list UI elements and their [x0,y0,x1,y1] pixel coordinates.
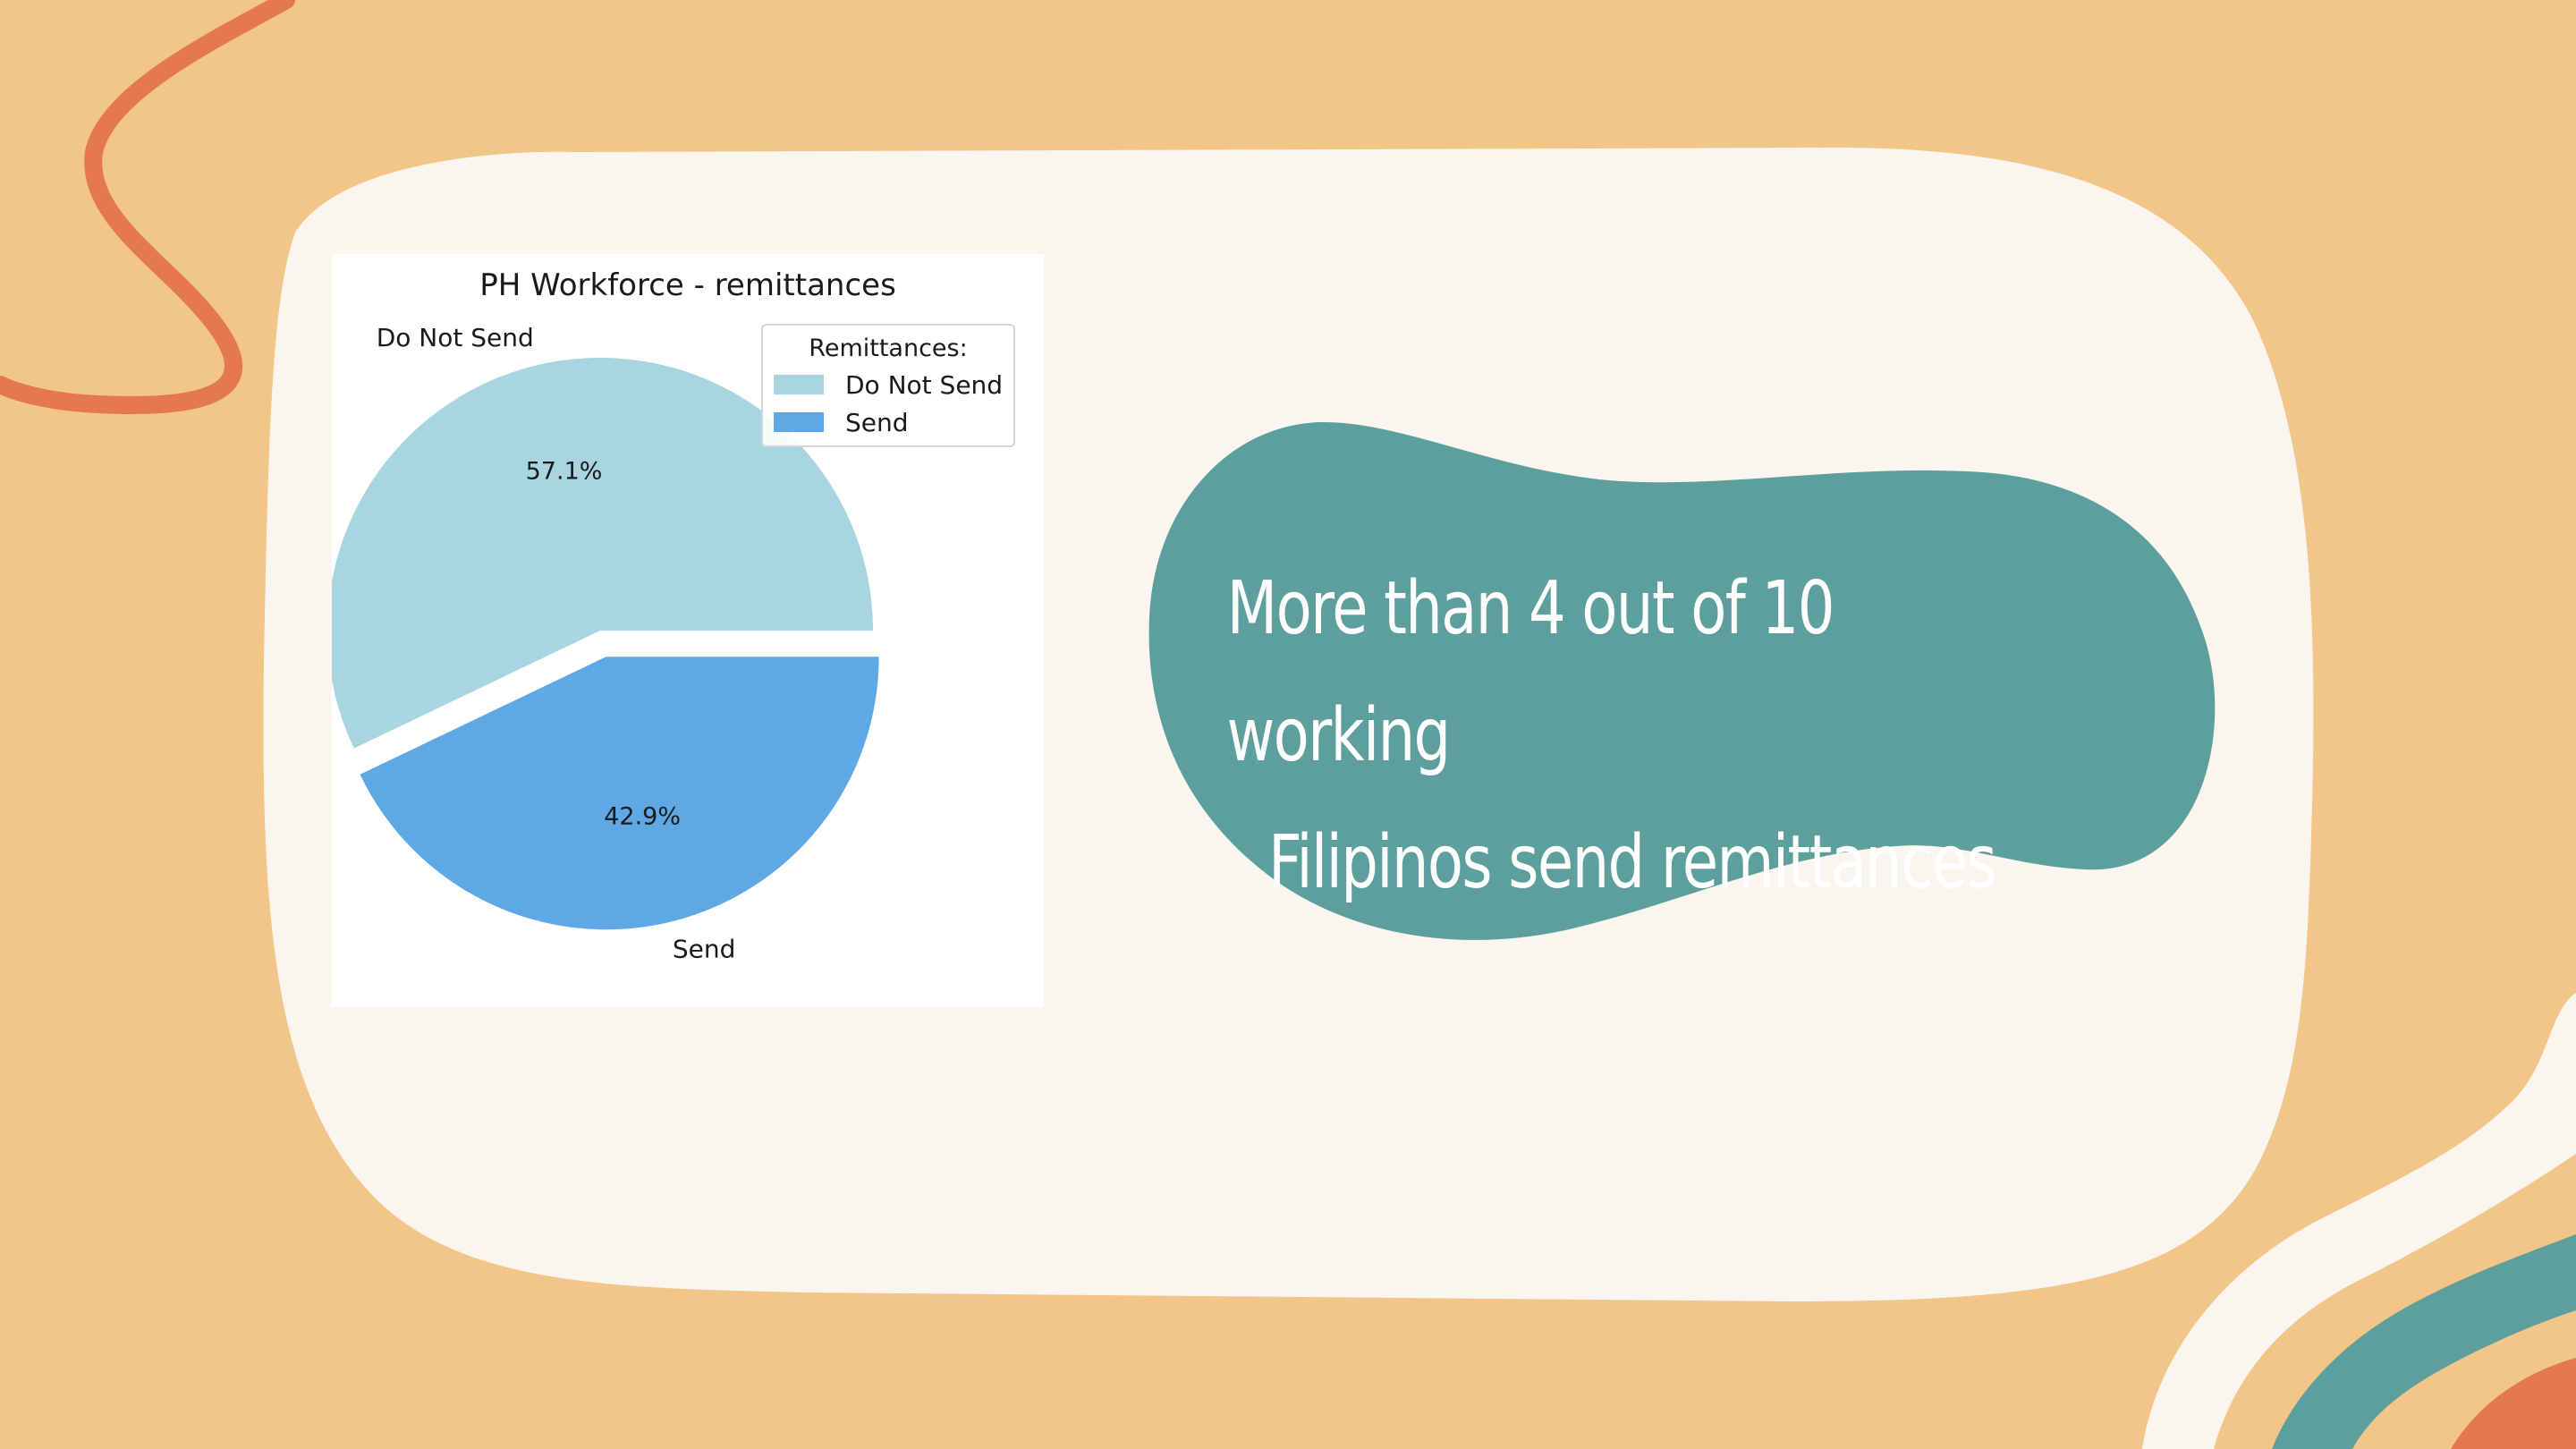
pie-chart-panel: PH Workforce - remittances 57.1% Do Not S… [332,254,1044,1007]
corner-stripe-cream [2142,993,2576,1449]
percent-label-send: 42.9% [604,803,681,831]
pie-chart: PH Workforce - remittances 57.1% Do Not S… [332,267,896,963]
chart-title: PH Workforce - remittances [479,267,896,303]
corner-stripe-orange [2451,1358,2576,1449]
percent-label-do-not-send: 57.1% [526,458,603,486]
legend-label-send: Send [845,407,909,437]
legend-swatch-do-not-send [774,375,824,394]
chart-legend: Remittances: Do Not Send Send [761,324,1015,447]
legend-entry-send: Send [774,407,909,437]
pie-slice-do-not-send [332,358,873,749]
wedge-label-send: Send [673,934,736,963]
legend-label-do-not-send: Do Not Send [845,369,1004,400]
legend-swatch-send [774,412,824,432]
callout-line-1: More than 4 out of 10 working [1226,566,1835,778]
legend-entry-do-not-send: Do Not Send [774,369,1004,400]
callout-blob [1148,421,2216,940]
squiggle-line-decoration [0,0,295,414]
pie-slice-send [360,657,879,930]
wedge-label-do-not-send: Do Not Send [377,323,534,352]
legend-title: Remittances: [809,335,968,362]
corner-stripe-teal [2272,1234,2576,1449]
callout-line-2: Filipinos send remittances [1268,820,1997,905]
callout-text: More than 4 out of 10 working Filipinos … [1190,546,2020,927]
